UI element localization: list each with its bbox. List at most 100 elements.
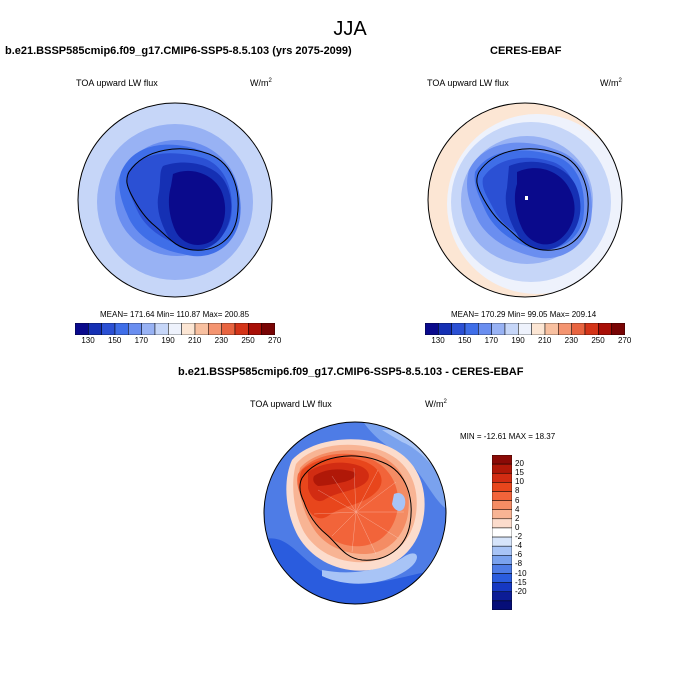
colorbar-swatch (492, 491, 512, 501)
colorbar-swatch (248, 323, 262, 335)
colorbar-swatch (492, 555, 512, 565)
colorbar-tick-label: -6 (515, 550, 523, 560)
colorbar-swatch (492, 509, 512, 520)
colorbar-swatch (492, 482, 512, 492)
colorbar-tick-label: 210 (188, 336, 202, 345)
colorbar-tick-label: 6 (515, 495, 520, 505)
colorbar-tick-label: 2 (515, 513, 520, 523)
colorbar-swatch (261, 323, 275, 335)
colorbar-swatch (492, 463, 512, 474)
colorbar-swatch (128, 323, 142, 335)
colorbar-swatch (531, 323, 546, 335)
colorbar-tick-label: 170 (134, 336, 149, 345)
diff-colorbar (492, 455, 512, 610)
colorbar-tick-label: 170 (484, 336, 499, 345)
colorbar-tick-label: -15 (515, 577, 527, 587)
colorbar-swatch (478, 323, 492, 335)
colorbar-swatch (181, 323, 196, 335)
colorbar-swatch (544, 323, 559, 335)
colorbar-swatch (492, 564, 512, 574)
colorbar-tick-label: 15 (515, 468, 524, 478)
colorbar-swatch (141, 323, 156, 335)
colorbar-swatch (492, 527, 512, 538)
obs-stats: MEAN= 170.29 Min= 99.05 Max= 209.14 (451, 310, 597, 319)
colorbar-swatch (194, 323, 209, 335)
colorbar-tick-label: -4 (515, 541, 523, 551)
colorbar-swatch (491, 323, 506, 335)
model-colorbar-labels: 130 150 170 190 210 230 250 270 (75, 336, 281, 348)
colorbar-swatch (208, 323, 222, 335)
colorbar-swatch (75, 323, 89, 335)
colorbar-swatch (584, 323, 599, 335)
obs-colorbar-labels: 130 150 170 190 210 230 250 270 (425, 336, 631, 348)
colorbar-swatch (234, 323, 249, 335)
colorbar-tick-label: 10 (515, 477, 524, 487)
colorbar-tick-label: 190 (511, 336, 525, 345)
diff-panel-title: b.e21.BSSP585cmip6.f09_g17.CMIP6-SSP5-8.… (178, 366, 524, 378)
colorbar-tick-label: -8 (515, 559, 523, 569)
colorbar-swatch (518, 323, 532, 335)
diff-units-label: W/m2 (425, 399, 447, 409)
colorbar-tick-label: 250 (241, 336, 255, 345)
colorbar-swatch (558, 323, 572, 335)
colorbar-tick-label: 130 (431, 336, 445, 345)
colorbar-swatch (492, 518, 512, 529)
colorbar-swatch (88, 323, 102, 335)
colorbar-swatch (221, 323, 236, 335)
colorbar-swatch (492, 573, 512, 583)
colorbar-tick-label: -20 (515, 586, 527, 596)
colorbar-swatch (114, 323, 129, 335)
obs-variable-label: TOA upward LW flux (427, 78, 509, 88)
colorbar-swatch (492, 455, 512, 465)
colorbar-tick-label: 4 (515, 504, 520, 514)
colorbar-tick-label: 0 (515, 522, 520, 532)
diff-variable-label: TOA upward LW flux (250, 399, 332, 409)
colorbar-swatch (492, 591, 512, 602)
model-units-label: W/m2 (250, 78, 272, 88)
colorbar-swatch (492, 600, 512, 610)
colorbar-swatch (598, 323, 612, 335)
colorbar-swatch (101, 323, 116, 335)
colorbar-tick-label: -2 (515, 532, 523, 542)
colorbar-tick-label: 250 (591, 336, 605, 345)
diff-polar-map (263, 421, 447, 605)
colorbar-swatch (451, 323, 466, 335)
obs-units-label: W/m2 (600, 78, 622, 88)
colorbar-tick-label: -10 (515, 568, 527, 578)
diff-stats: MIN = -12.61 MAX = 18.37 (460, 432, 556, 441)
colorbar-tick-label: 230 (214, 336, 229, 345)
colorbar-tick-label: 230 (564, 336, 579, 345)
colorbar-swatch (438, 323, 452, 335)
model-polar-map (77, 102, 273, 298)
diff-colorbar-labels: 20 15 10 8 6 4 2 0 -2 -4 -6 -8 -10 -15 -20 (515, 455, 555, 610)
obs-polar-map (427, 102, 623, 298)
colorbar-tick-label: 150 (108, 336, 122, 345)
colorbar-swatch (168, 323, 182, 335)
colorbar-tick-label: 150 (458, 336, 472, 345)
colorbar-tick-label: 270 (268, 336, 282, 345)
obs-colorbar (425, 323, 625, 335)
season-title: JJA (333, 18, 367, 40)
model-stats: MEAN= 171.64 Min= 110.87 Max= 200.85 (100, 310, 250, 319)
model-variable-label: TOA upward LW flux (76, 78, 158, 88)
colorbar-swatch (571, 323, 586, 335)
obs-panel-title: CERES-EBAF (490, 45, 562, 57)
colorbar-swatch (492, 582, 512, 593)
colorbar-tick-label: 210 (538, 336, 552, 345)
colorbar-swatch (492, 536, 512, 547)
colorbar-tick-label: 190 (161, 336, 175, 345)
colorbar-tick-label: 8 (515, 486, 520, 496)
colorbar-swatch (464, 323, 479, 335)
colorbar-swatch (611, 323, 625, 335)
colorbar-swatch (492, 472, 512, 483)
colorbar-swatch (425, 323, 439, 335)
colorbar-swatch (154, 323, 169, 335)
colorbar-tick-label: 130 (81, 336, 95, 345)
colorbar-tick-label: 270 (618, 336, 632, 345)
model-panel-title: b.e21.BSSP585cmip6.f09_g17.CMIP6-SSP5-8.… (5, 45, 352, 57)
model-colorbar (75, 323, 275, 335)
colorbar-swatch (492, 545, 512, 556)
colorbar-tick-label: 20 (515, 459, 524, 469)
colorbar-swatch (492, 500, 512, 510)
colorbar-swatch (504, 323, 519, 335)
